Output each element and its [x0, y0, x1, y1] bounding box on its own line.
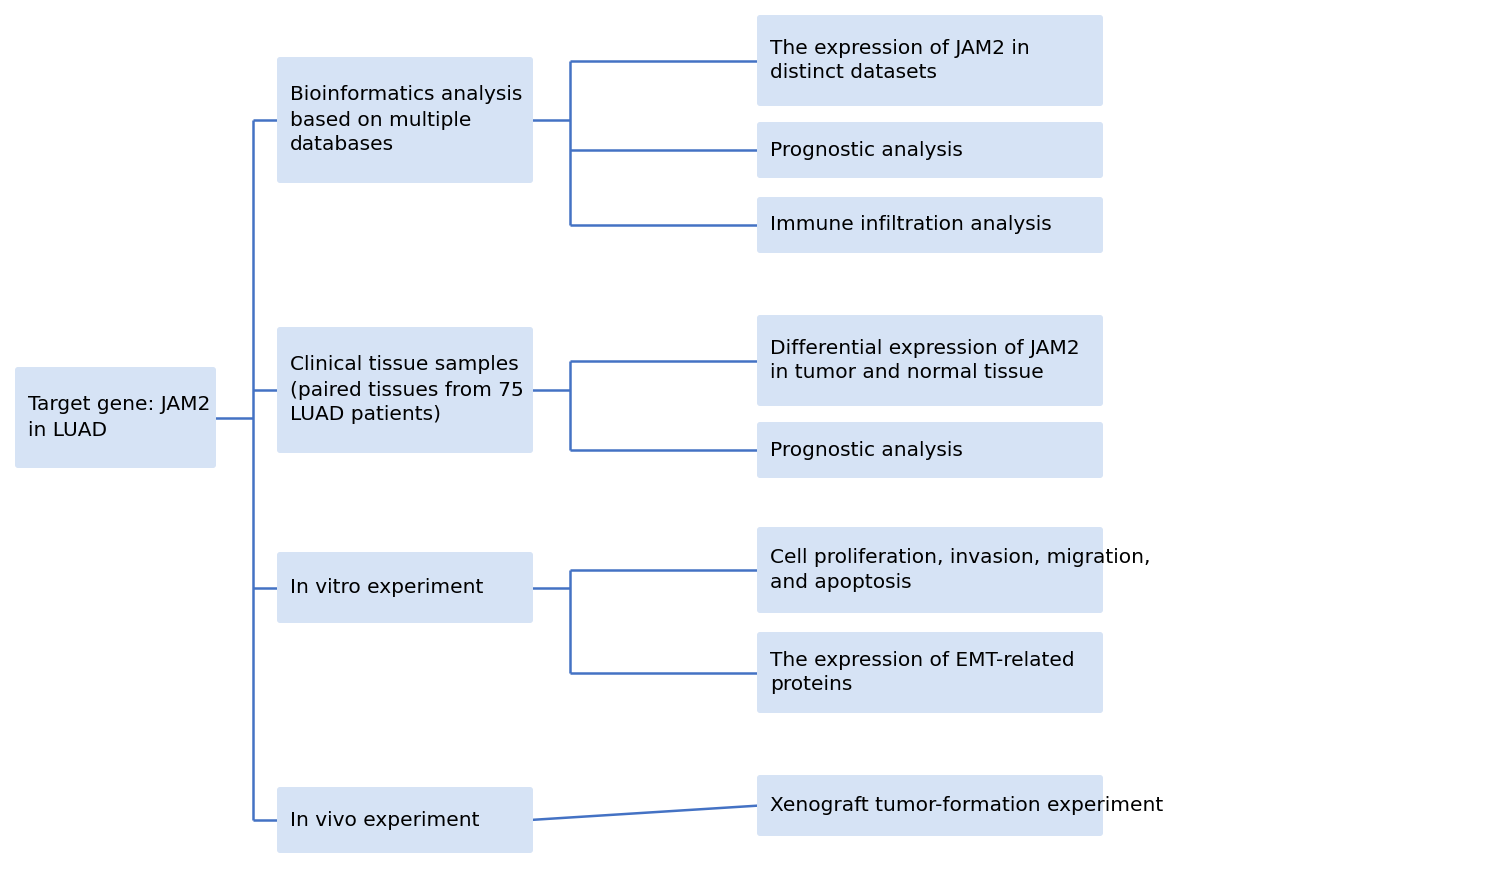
- Text: Target gene: JAM2
in LUAD: Target gene: JAM2 in LUAD: [28, 396, 210, 440]
- Text: The expression of JAM2 in
distinct datasets: The expression of JAM2 in distinct datas…: [770, 39, 1029, 82]
- FancyBboxPatch shape: [758, 122, 1102, 178]
- Text: Cell proliferation, invasion, migration,
and apoptosis: Cell proliferation, invasion, migration,…: [770, 548, 1150, 592]
- FancyBboxPatch shape: [758, 527, 1102, 613]
- FancyBboxPatch shape: [758, 632, 1102, 713]
- Text: Prognostic analysis: Prognostic analysis: [770, 140, 963, 160]
- Text: In vitro experiment: In vitro experiment: [290, 578, 483, 597]
- FancyBboxPatch shape: [758, 422, 1102, 478]
- FancyBboxPatch shape: [15, 367, 216, 468]
- FancyBboxPatch shape: [278, 57, 532, 183]
- FancyBboxPatch shape: [758, 315, 1102, 406]
- Text: Prognostic analysis: Prognostic analysis: [770, 441, 963, 459]
- FancyBboxPatch shape: [278, 327, 532, 453]
- Text: Differential expression of JAM2
in tumor and normal tissue: Differential expression of JAM2 in tumor…: [770, 338, 1080, 382]
- FancyBboxPatch shape: [758, 15, 1102, 106]
- Text: Clinical tissue samples
(paired tissues from 75
LUAD patients): Clinical tissue samples (paired tissues …: [290, 356, 524, 425]
- FancyBboxPatch shape: [278, 787, 532, 853]
- FancyBboxPatch shape: [758, 775, 1102, 836]
- Text: Xenograft tumor-formation experiment: Xenograft tumor-formation experiment: [770, 796, 1164, 815]
- Text: Bioinformatics analysis
based on multiple
databases: Bioinformatics analysis based on multipl…: [290, 86, 522, 155]
- Text: Immune infiltration analysis: Immune infiltration analysis: [770, 215, 1052, 235]
- Text: The expression of EMT-related
proteins: The expression of EMT-related proteins: [770, 651, 1074, 695]
- FancyBboxPatch shape: [278, 552, 532, 623]
- FancyBboxPatch shape: [758, 197, 1102, 253]
- Text: In vivo experiment: In vivo experiment: [290, 811, 480, 829]
